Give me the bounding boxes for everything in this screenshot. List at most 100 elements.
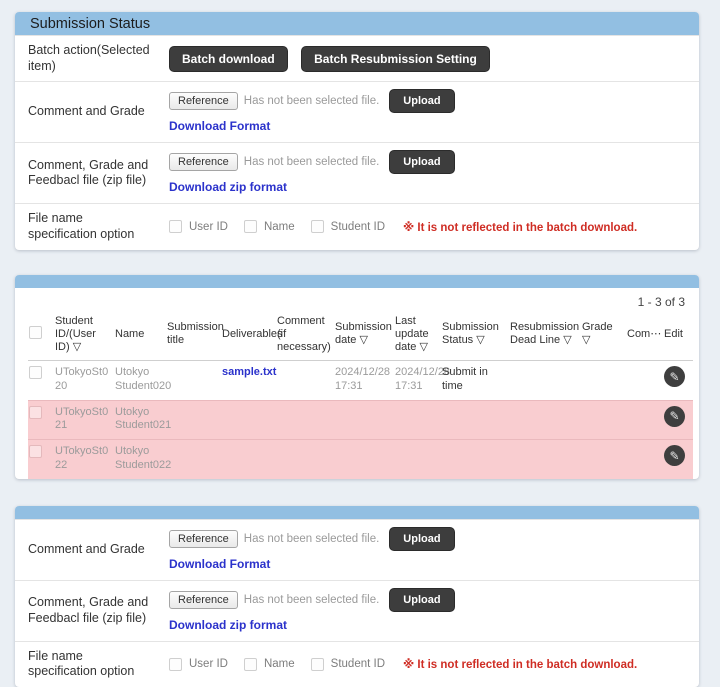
filename-option-row: File name specification option User ID N… [15,640,699,687]
grade-cell [581,439,626,479]
column-resubmission-deadline[interactable]: Resubmission Dead Line ▽ [509,310,581,362]
table-row: UTokyoSt020 Utokyo Student020 sample.txt… [28,361,693,401]
name-checkbox[interactable] [243,220,257,234]
table-header-bar [15,274,699,288]
download-format-link[interactable]: Download Format [169,556,271,571]
comment-cell [276,399,334,440]
comment-grade-label: Comment and Grade [28,104,145,119]
upload-button[interactable]: Upload [389,89,455,114]
com-cell [626,361,663,401]
comment-grade-feedback-label: Comment, Grade and Feedbacl file (zip fi… [28,157,149,188]
submission-status-cell [441,439,509,479]
filename-option-row: File name specification option User ID N… [15,203,699,249]
column-last-update-date[interactable]: Last update date ▽ [394,310,441,362]
student-id-cell: UTokyoSt022 [54,439,114,479]
student-id-checkbox[interactable] [310,220,324,234]
upload-button[interactable]: Upload [389,150,455,175]
column-student-id[interactable]: Student ID/(User ID) ▽ [54,310,114,362]
column-com: Com⋯ [626,310,663,362]
edit-button[interactable]: ✎ [664,405,685,427]
name-cell: Utokyo Student021 [114,399,171,440]
comment-grade-row: Comment and Grade Reference Has not been… [15,518,699,580]
com-cell [626,439,663,479]
row-checkbox[interactable] [29,405,42,419]
reference-button[interactable]: Reference [169,153,238,172]
comment-cell [276,361,334,401]
comment-cell [276,439,334,479]
no-file-text: Has not been selected file. [243,593,380,606]
no-file-text: Has not been selected file. [243,95,380,108]
name-checkbox-label: Name [263,220,295,233]
name-cell: Utokyo Student022 [114,439,171,479]
table-row: UTokyoSt022 Utokyo Student022 ✎ [28,439,693,479]
download-zip-format-link[interactable]: Download zip format [169,180,287,195]
submission-title-cell [166,361,221,401]
no-file-text: Has not been selected file. [243,532,380,545]
filename-option-label: File name specification option [28,211,135,241]
download-zip-format-link[interactable]: Download zip format [169,617,287,632]
submission-status-cell: Submit in time [442,366,488,392]
table-header-row: Student ID/(User ID) ▽ Name Submission t… [28,310,693,362]
submission-date-cell [334,439,394,479]
student-id-checkbox[interactable] [310,657,324,671]
submission-title-cell [166,439,221,479]
column-grade[interactable]: Grade ▽ [581,310,626,362]
lower-panel-header-bar [15,505,699,519]
user-id-checkbox[interactable] [169,220,182,234]
reference-button[interactable]: Reference [169,92,238,111]
submission-title-cell [166,399,221,440]
name-checkbox-label: Name [263,658,295,671]
last-update-date-cell [394,399,441,440]
resubmission-deadline-cell [509,361,581,401]
column-comment: Comment (if necessary) [276,310,334,362]
resubmission-deadline-cell [509,399,581,440]
download-format-link[interactable]: Download Format [169,119,271,134]
user-id-checkbox-group: User ID [169,220,228,234]
column-submission-title: Submission title [166,310,224,362]
deliverables-cell [221,439,276,479]
filename-option-label: File name specification option [28,648,135,679]
batch-download-warning: ※ It is not reflected in the batch downl… [403,659,638,672]
user-id-checkbox[interactable] [169,657,182,671]
column-edit: Edit [663,310,693,362]
submissions-table: Student ID/(User ID) ▽ Name Submission t… [28,310,693,479]
submission-date-cell [334,399,394,440]
reference-button[interactable]: Reference [169,529,238,548]
user-id-checkbox-label: User ID [189,220,228,233]
student-id-checkbox-group: Student ID [310,657,386,671]
column-submission-status[interactable]: Submission Status ▽ [441,310,509,362]
select-all-checkbox[interactable] [29,325,42,339]
upload-button[interactable]: Upload [389,587,455,612]
column-deliverables: Deliverables [221,310,283,362]
reference-button[interactable]: Reference [169,590,238,609]
deliverable-file-link[interactable]: sample.txt [222,366,277,379]
grade-cell [581,399,626,440]
last-update-date-cell [394,439,441,479]
student-id-checkbox-label: Student ID [330,658,386,671]
student-id-checkbox-label: Student ID [330,220,386,233]
batch-resubmission-setting-button[interactable]: Batch Resubmission Setting [301,45,490,72]
batch-download-button[interactable]: Batch download [169,45,288,72]
resubmission-deadline-cell [509,439,581,479]
submission-date-cell: 2024/12/28 17:31 [335,366,391,392]
comment-grade-row: Comment and Grade Reference Has not been… [15,81,699,142]
pencil-icon: ✎ [669,409,680,424]
last-update-date-cell: 2024/12/28 17:31 [395,366,451,392]
com-cell [626,399,663,440]
student-id-cell: UTokyoSt021 [54,399,114,440]
name-checkbox[interactable] [243,657,257,671]
comment-grade-feedback-label: Comment, Grade and Feedbacl file (zip fi… [28,594,149,625]
table-row: UTokyoSt021 Utokyo Student021 ✎ [28,399,693,440]
row-checkbox[interactable] [29,366,42,380]
batch-action-row: Batch action(Selected item) Batch downlo… [15,35,699,81]
submission-status-panel: Submission Status Batch action(Selected … [15,12,699,250]
lower-upload-panel: Comment and Grade Reference Has not been… [15,505,699,687]
student-id-cell: UTokyoSt020 [55,366,109,392]
upload-button[interactable]: Upload [389,526,455,551]
column-submission-date[interactable]: Submission date ▽ [334,310,394,362]
row-checkbox[interactable] [29,445,42,459]
student-id-checkbox-group: Student ID [310,220,386,234]
edit-button[interactable]: ✎ [664,366,685,388]
deliverables-cell [221,399,276,440]
edit-button[interactable]: ✎ [664,445,685,467]
